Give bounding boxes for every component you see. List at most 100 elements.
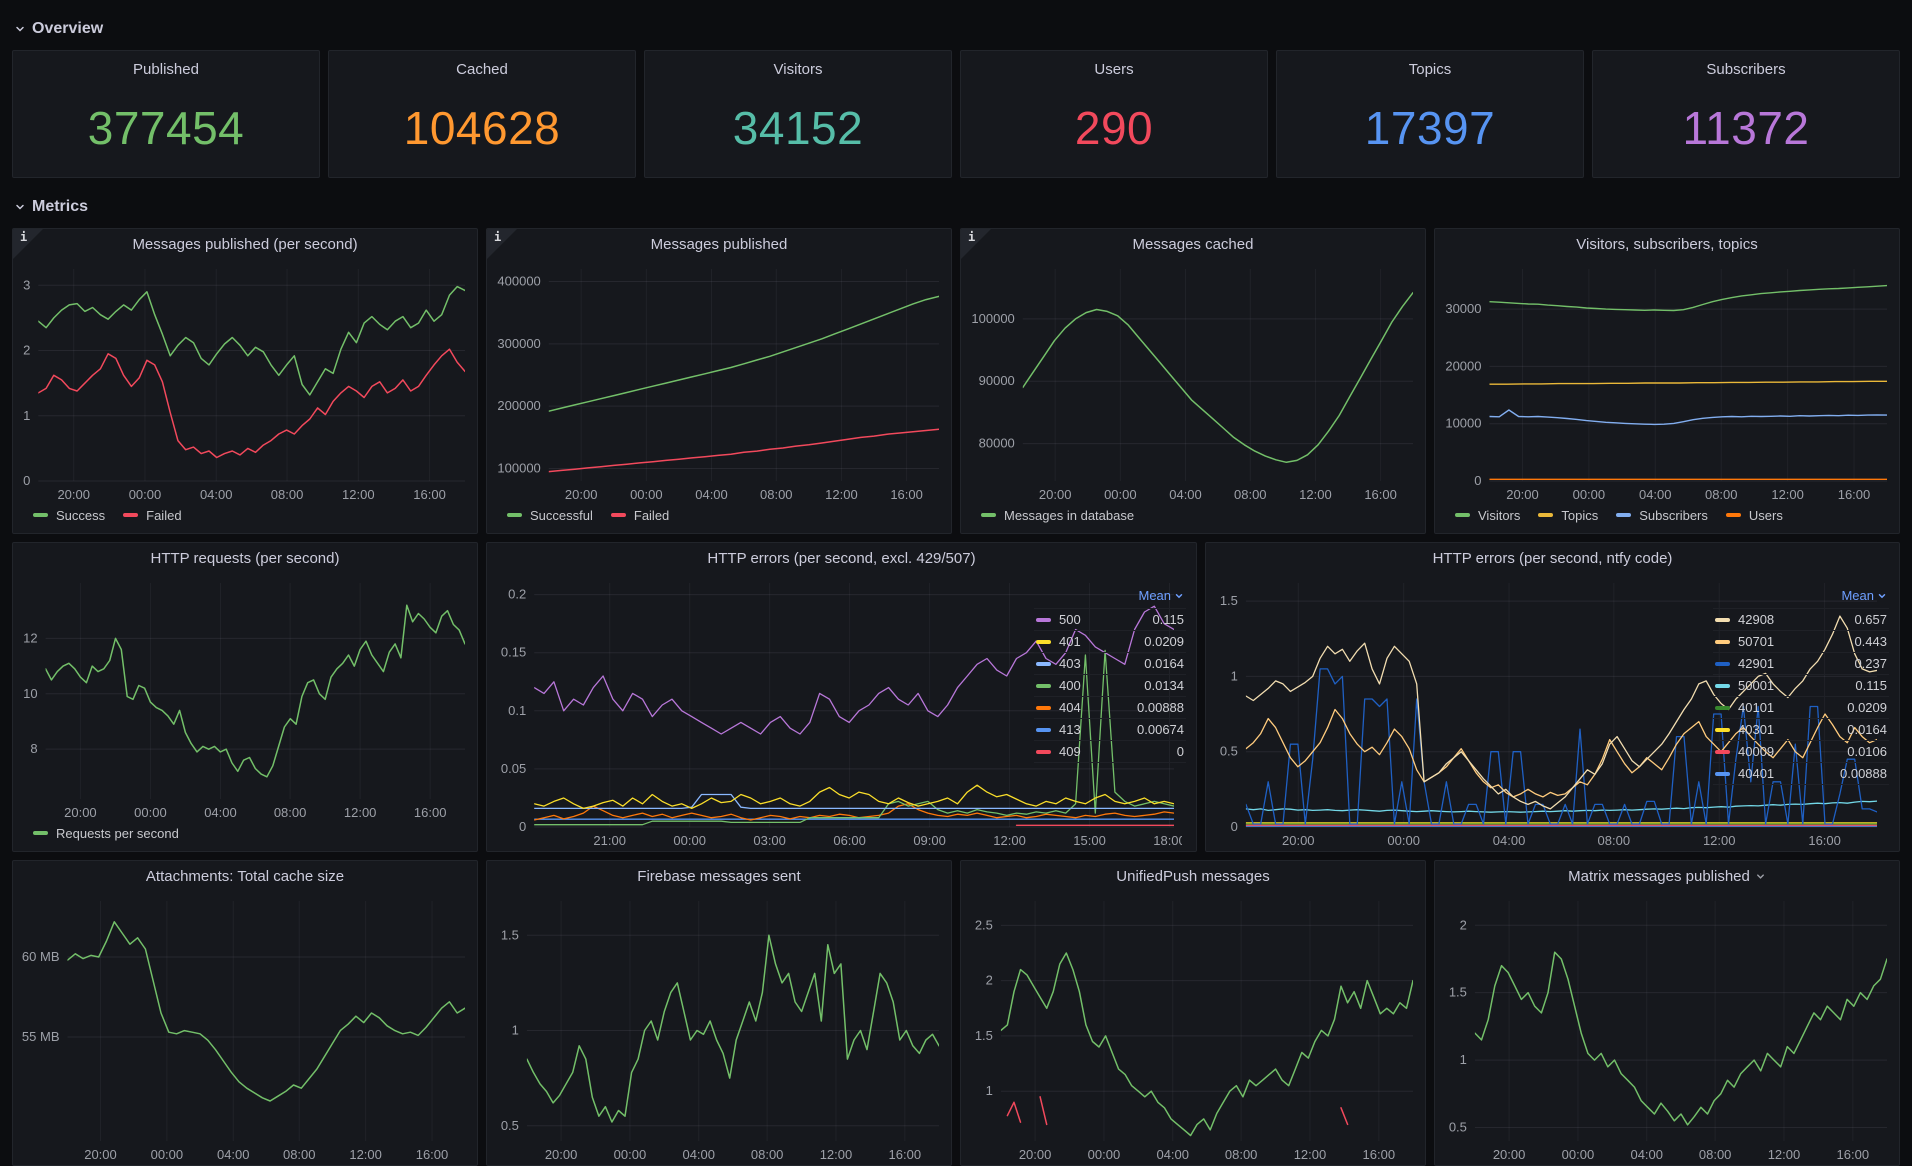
- legend-item[interactable]: Subscribers: [1616, 508, 1708, 523]
- legend-item[interactable]: Users: [1725, 508, 1783, 523]
- svg-text:2: 2: [23, 343, 30, 358]
- legend-row[interactable]: 413 0.00674: [1034, 718, 1187, 740]
- panel-title[interactable]: HTTP errors (per second, ntfy code): [1432, 549, 1673, 567]
- section-header-metrics[interactable]: Metrics: [14, 192, 1900, 222]
- legend-row[interactable]: 404 0.00888: [1034, 696, 1187, 718]
- legend-sort-header[interactable]: Mean: [1713, 587, 1889, 608]
- stat-title: Users: [1094, 61, 1134, 78]
- legend-item[interactable]: Success: [33, 508, 105, 523]
- svg-text:16:00: 16:00: [1838, 487, 1871, 502]
- svg-text:04:00: 04:00: [682, 1147, 715, 1162]
- svg-text:20:00: 20:00: [1039, 487, 1072, 502]
- series-color-swatch: [123, 513, 139, 517]
- svg-text:2: 2: [1460, 917, 1467, 932]
- svg-text:20:00: 20:00: [57, 487, 90, 502]
- legend-row[interactable]: 40301 0.0164: [1713, 718, 1889, 740]
- svg-text:20:00: 20:00: [1493, 1147, 1526, 1162]
- legend-item[interactable]: Failed: [123, 508, 182, 523]
- panel-title[interactable]: Messages published (per second): [132, 235, 358, 253]
- svg-text:0.05: 0.05: [501, 761, 526, 776]
- stat-panel-subscribers: Subscribers 11372: [1592, 50, 1900, 178]
- svg-text:400000: 400000: [497, 273, 540, 288]
- chart-plot[interactable]: 0.5 1 1.5 2 20:00 00:00 04:00 08:00 12:00 16:00: [1439, 891, 1895, 1165]
- panel-title[interactable]: HTTP requests (per second): [150, 549, 340, 567]
- section-header-overview[interactable]: Overview: [14, 14, 1900, 44]
- legend-sort-header[interactable]: Mean: [1034, 587, 1186, 608]
- chart-plot[interactable]: 0 10000 20000 30000 20:00 00:00 04:00 08:00 12:0…: [1439, 259, 1895, 505]
- svg-text:12:00: 12:00: [1703, 833, 1736, 848]
- legend: Requests per second: [13, 823, 477, 851]
- svg-text:16:00: 16:00: [413, 487, 446, 502]
- legend-row[interactable]: 50001 0.115: [1713, 674, 1889, 696]
- svg-text:1: 1: [23, 408, 30, 423]
- svg-text:09:00: 09:00: [913, 833, 946, 848]
- legend-row[interactable]: 400 0.0134: [1034, 674, 1187, 696]
- legend-row[interactable]: 500 0.115: [1034, 608, 1187, 630]
- section-title: Overview: [32, 20, 104, 37]
- legend-item[interactable]: Topics: [1538, 508, 1598, 523]
- svg-text:08:00: 08:00: [1598, 833, 1631, 848]
- series-color-swatch: [1715, 749, 1730, 754]
- panel-title[interactable]: Firebase messages sent: [637, 867, 801, 885]
- panel-title[interactable]: Messages cached: [1132, 235, 1254, 253]
- legend-row[interactable]: 40101 0.0209: [1713, 696, 1889, 718]
- svg-text:04:00: 04:00: [200, 487, 233, 502]
- legend-row[interactable]: 401 0.0209: [1034, 630, 1187, 652]
- metrics-row-3: Attachments: Total cache size 55 MB 60 MB…: [12, 860, 1900, 1166]
- legend-item[interactable]: Messages in database: [981, 508, 1134, 523]
- chart-plot[interactable]: 0 0.5 1 1.5 20:00 00:00 04:00 08:00 12:00 16:00: [1210, 573, 1878, 851]
- series-color-swatch: [1715, 727, 1730, 732]
- legend-row[interactable]: 50701 0.443: [1713, 630, 1889, 652]
- legend-row[interactable]: 40401 0.00888: [1713, 762, 1889, 785]
- panel-title[interactable]: UnifiedPush messages: [1116, 867, 1270, 885]
- panel-title[interactable]: Matrix messages published: [1435, 861, 1899, 891]
- panel-attachments-cache-size: Attachments: Total cache size 55 MB 60 MB…: [12, 860, 478, 1166]
- svg-text:08:00: 08:00: [760, 487, 793, 502]
- legend-item[interactable]: Failed: [610, 508, 669, 523]
- svg-text:08:00: 08:00: [1234, 487, 1267, 502]
- chart-plot[interactable]: 0.5 1 1.5 20:00 00:00 04:00 08:00 12:00 16:00: [491, 891, 947, 1165]
- legend-item[interactable]: Successful: [507, 508, 593, 523]
- legend-row[interactable]: 42901 0.237: [1713, 652, 1889, 674]
- chart-plot[interactable]: 0 1 2 3 20:00 00:00 04:00 08:00 12:00 16:00: [17, 259, 473, 505]
- chart-plot[interactable]: 100000 200000 300000 400000 20:00 00:00 04:00 0…: [491, 259, 947, 505]
- series-color-swatch: [1036, 683, 1052, 688]
- panel-title[interactable]: HTTP errors (per second, excl. 429/507): [707, 549, 976, 567]
- svg-text:00:00: 00:00: [1104, 487, 1137, 502]
- chart-plot[interactable]: 55 MB 60 MB 20:00 00:00 04:00 08:00 12:00 16:00: [17, 891, 473, 1165]
- svg-text:12:00: 12:00: [349, 1147, 382, 1162]
- legend-row[interactable]: 42908 0.657: [1713, 608, 1889, 630]
- svg-text:18:00: 18:00: [1153, 833, 1182, 848]
- metrics-row-2: HTTP requests (per second) 8 10 12 20:00 00:…: [12, 542, 1900, 852]
- svg-text:80000: 80000: [979, 436, 1015, 451]
- stat-panel-topics: Topics 17397: [1276, 50, 1584, 178]
- svg-text:0.2: 0.2: [508, 587, 526, 602]
- svg-text:16:00: 16:00: [1364, 487, 1397, 502]
- panel-title[interactable]: Attachments: Total cache size: [145, 867, 345, 885]
- legend-row[interactable]: 403 0.0164: [1034, 652, 1187, 674]
- stat-value: 377454: [87, 101, 245, 154]
- panel-title[interactable]: Visitors, subscribers, topics: [1576, 235, 1758, 253]
- svg-text:04:00: 04:00: [204, 805, 237, 820]
- svg-text:0.5: 0.5: [501, 1118, 519, 1133]
- svg-text:1.5: 1.5: [1220, 593, 1238, 608]
- chart-plot[interactable]: 80000 90000 100000 20:00 00:00 04:00 08:00 12:0…: [965, 259, 1421, 505]
- svg-text:16:00: 16:00: [889, 1147, 922, 1162]
- legend-row[interactable]: 40009 0.0106: [1713, 740, 1889, 762]
- legend: Success Failed: [13, 505, 477, 533]
- series-color-swatch: [1715, 661, 1730, 666]
- chart-plot[interactable]: 0 0.05 0.1 0.15 0.2 21:00 00:00 03:00 06:00 09:00…: [491, 573, 1186, 851]
- legend-row[interactable]: 409 0: [1034, 740, 1187, 763]
- legend-item[interactable]: Requests per second: [33, 826, 179, 841]
- chevron-down-icon: [1878, 593, 1886, 598]
- svg-text:08:00: 08:00: [274, 805, 307, 820]
- chart-plot[interactable]: 1 1.5 2 2.5 20:00 00:00 04:00 08:00 12:00 16:00: [965, 891, 1421, 1165]
- stat-title: Topics: [1408, 61, 1452, 78]
- stat-title: Cached: [456, 61, 508, 78]
- chevron-down-icon: [14, 201, 26, 213]
- svg-text:12:00: 12:00: [825, 487, 858, 502]
- svg-text:16:00: 16:00: [890, 487, 923, 502]
- panel-title[interactable]: Messages published: [650, 235, 788, 253]
- chart-plot[interactable]: 8 10 12 20:00 00:00 04:00 08:00 12:00 16:00: [17, 573, 473, 823]
- legend-item[interactable]: Visitors: [1455, 508, 1520, 523]
